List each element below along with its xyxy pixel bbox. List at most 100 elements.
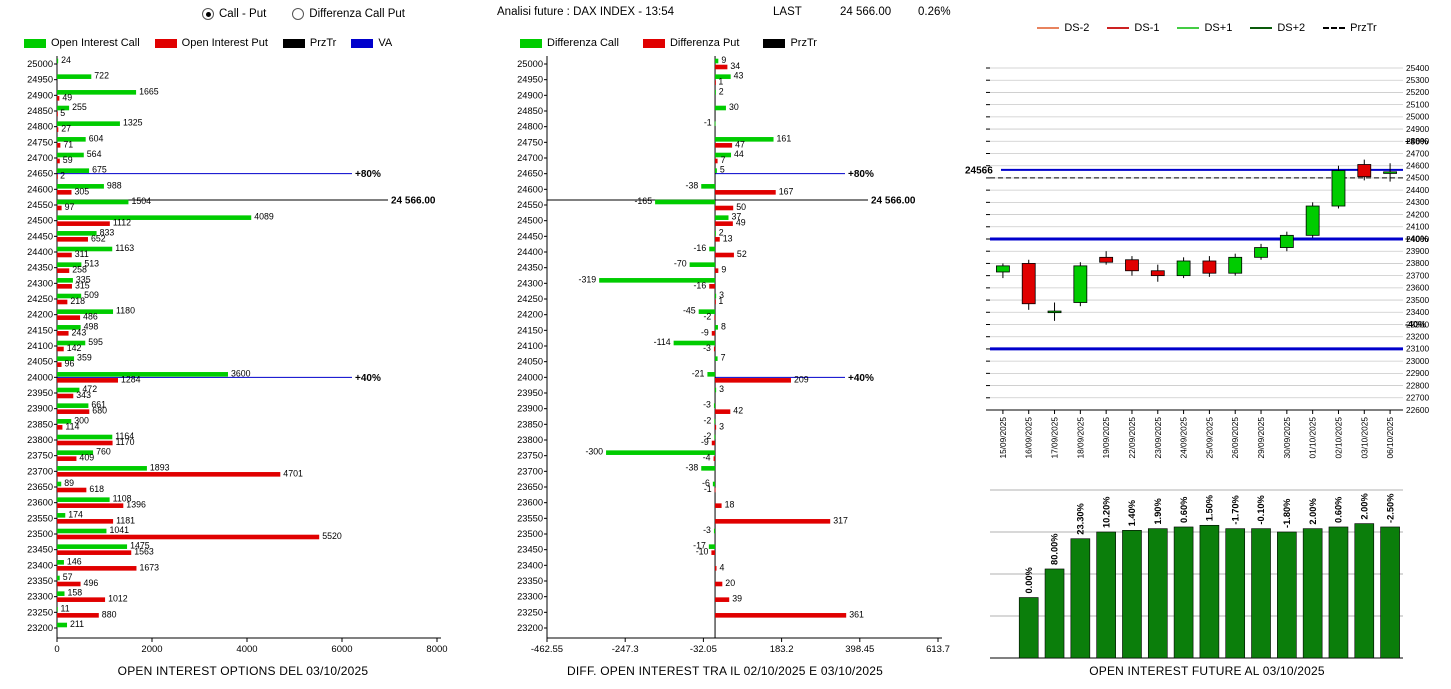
right-panel: DS-2 DS-1 DS+1 DS+2 PrzTr 22600 22700 22800 229… [963, 0, 1451, 689]
svg-text:-1.80%: -1.80% [1282, 498, 1292, 528]
svg-text:-462.55: -462.55 [531, 644, 563, 655]
svg-text:258: 258 [72, 265, 87, 275]
svg-text:44: 44 [734, 149, 744, 159]
svg-text:24900: 24900 [1406, 124, 1429, 134]
svg-text:1396: 1396 [126, 500, 146, 510]
svg-text:5: 5 [60, 108, 65, 118]
svg-text:23200: 23200 [1406, 332, 1429, 342]
svg-text:1164: 1164 [115, 431, 134, 441]
svg-text:27: 27 [61, 124, 71, 134]
svg-text:34: 34 [730, 61, 740, 71]
svg-text:4089: 4089 [254, 212, 274, 222]
svg-text:71: 71 [63, 139, 73, 149]
radio-differenza-call-put[interactable]: Differenza Call Put [292, 8, 405, 20]
svg-text:24350: 24350 [517, 263, 543, 273]
svg-text:-70: -70 [674, 259, 687, 269]
svg-text:4000: 4000 [236, 644, 257, 655]
svg-text:-40%: -40% [1405, 320, 1426, 330]
svg-text:3: 3 [719, 421, 724, 431]
svg-text:23900: 23900 [27, 404, 53, 414]
svg-text:24950: 24950 [517, 75, 543, 85]
svg-text:161: 161 [777, 133, 792, 143]
svg-text:1: 1 [718, 296, 723, 306]
svg-text:23450: 23450 [517, 545, 543, 555]
svg-text:24350: 24350 [27, 263, 53, 273]
svg-text:24950: 24950 [27, 75, 53, 85]
svg-text:02/10/2025: 02/10/2025 [1333, 417, 1343, 459]
svg-text:5520: 5520 [322, 531, 342, 541]
svg-text:1041: 1041 [109, 525, 129, 535]
svg-text:13: 13 [723, 233, 733, 243]
strike-rows: 25000 24 24950 722 24900 1665 49 24850 255 5 24800… [27, 55, 342, 633]
axes: 0 2000 4000 6000 8000 [54, 56, 448, 655]
legend-item-differenza-call: Differenza Call [520, 37, 619, 49]
svg-text:24400: 24400 [1406, 185, 1429, 195]
svg-text:24: 24 [61, 55, 71, 65]
radio-icon[interactable] [292, 8, 305, 20]
svg-text:24500: 24500 [27, 216, 53, 226]
svg-text:359: 359 [77, 353, 92, 363]
svg-text:255: 255 [72, 102, 87, 112]
svg-text:-2: -2 [703, 312, 711, 322]
legend-item-prztr: PrzTr [282, 37, 336, 49]
svg-text:-1: -1 [704, 484, 712, 494]
svg-text:50: 50 [736, 202, 746, 212]
svg-text:23750: 23750 [517, 451, 543, 461]
svg-text:24800: 24800 [1406, 136, 1429, 146]
svg-text:24100: 24100 [517, 341, 543, 351]
svg-text:24650: 24650 [517, 169, 543, 179]
svg-text:880: 880 [102, 609, 117, 619]
svg-text:24600: 24600 [27, 184, 53, 194]
future-bars: 0.00% 80.00% 23.30% 10.20% 1.40% 1.90% 0.60% 1.… [1018, 493, 1400, 659]
svg-text:47: 47 [735, 139, 745, 149]
svg-text:9: 9 [721, 265, 726, 275]
svg-text:472: 472 [82, 384, 97, 394]
svg-text:8000: 8000 [426, 644, 447, 655]
legend-color-swatch [154, 38, 177, 48]
svg-text:486: 486 [83, 312, 98, 322]
candles: 15/09/2025 16/09/2025 17/09/2025 18/09/2025… [990, 159, 1403, 459]
legend-line-swatch [1107, 27, 1130, 29]
svg-text:-16: -16 [694, 243, 707, 253]
svg-text:1012: 1012 [108, 594, 128, 604]
radio-call-put[interactable]: Call - Put [202, 8, 266, 20]
svg-text:-3: -3 [703, 400, 711, 410]
svg-text:23700: 23700 [517, 466, 543, 476]
svg-text:7: 7 [721, 155, 726, 165]
svg-text:24400: 24400 [517, 247, 543, 257]
svg-text:23600: 23600 [27, 498, 53, 508]
svg-text:680: 680 [92, 406, 107, 416]
svg-text:24100: 24100 [27, 341, 53, 351]
svg-text:-6: -6 [702, 478, 710, 488]
chart-mode-radios: Call - Put Differenza Call Put [202, 8, 405, 20]
svg-text:5: 5 [720, 165, 725, 175]
svg-text:23500: 23500 [1406, 295, 1429, 305]
radio-icon[interactable] [202, 8, 214, 20]
svg-text:24850: 24850 [27, 106, 53, 116]
legend-label: PrzTr [1350, 22, 1377, 34]
svg-text:24700: 24700 [1406, 148, 1429, 158]
svg-text:80.00%: 80.00% [1050, 533, 1060, 565]
legend-label: DS+1 [1204, 22, 1233, 34]
svg-text:23950: 23950 [27, 388, 53, 398]
svg-text:-114: -114 [654, 337, 671, 347]
svg-text:23350: 23350 [27, 576, 53, 586]
legend-color-swatch [282, 38, 305, 48]
svg-text:1180: 1180 [116, 306, 135, 316]
svg-text:24900: 24900 [517, 90, 543, 100]
svg-text:-2: -2 [703, 415, 711, 425]
svg-text:23850: 23850 [517, 419, 543, 429]
legend-item-open-interest-put: Open Interest Put [154, 37, 268, 49]
svg-text:1673: 1673 [139, 562, 159, 572]
svg-text:23400: 23400 [1406, 307, 1429, 317]
svg-text:+40%: +40% [1405, 234, 1428, 244]
svg-text:24700: 24700 [517, 153, 543, 163]
legend-label: Open Interest Call [51, 37, 140, 49]
future-chart-legend: DS-2 DS-1 DS+1 DS+2 PrzTr [963, 22, 1451, 34]
annotation-lines: +80% 24 566.00 +40% [57, 169, 436, 384]
svg-text:23350: 23350 [517, 576, 543, 586]
svg-text:23200: 23200 [27, 623, 53, 633]
svg-text:24500: 24500 [517, 216, 543, 226]
svg-text:613.7: 613.7 [926, 644, 950, 655]
